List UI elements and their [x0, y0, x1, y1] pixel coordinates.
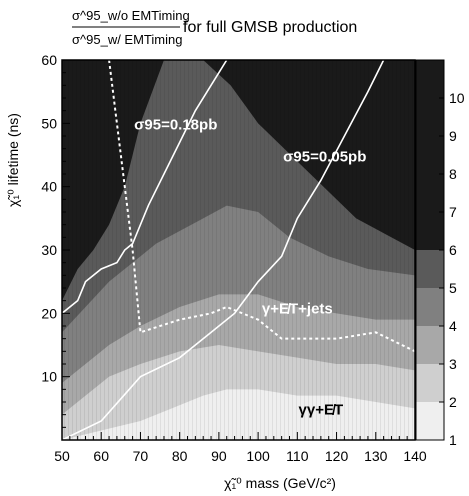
colorbar-tick-label: 3 — [449, 356, 457, 372]
y-axis: 10 20 30 40 50 60 — [41, 52, 70, 441]
annotation-layer: σ95=0.18pb σ95=0.05pb γ+E̸T+jets γγ+E̸T — [134, 117, 366, 419]
y-tick-label: 20 — [41, 305, 57, 321]
x-tick-label: 80 — [172, 448, 188, 464]
series-line-0 — [62, 60, 228, 314]
annotation-2: γ+E̸T+jets — [262, 300, 333, 317]
title-suffix: for full GMSB production — [183, 19, 357, 36]
heatmap-plot-area: σ95=0.18pb σ95=0.05pb γ+E̸T+jets γγ+E̸T — [62, 60, 415, 440]
annotation-0: σ95=0.18pb — [134, 117, 217, 134]
colorbar-tick-label: 2 — [449, 394, 457, 410]
x-tick-label: 100 — [246, 448, 270, 464]
colorbar-band-2 — [416, 326, 444, 364]
colorbar-band-3 — [416, 288, 444, 326]
x-tick-label: 130 — [364, 448, 388, 464]
x-tick-label: 120 — [325, 448, 349, 464]
colorbar-tick-label: 6 — [449, 242, 457, 258]
colorbar-band-4 — [416, 250, 444, 288]
colorbar-tick-label: 10 — [449, 90, 465, 106]
colorbar-tick-label: 1 — [449, 432, 457, 448]
colorbar-band-5 — [416, 60, 444, 250]
y-tick-label: 30 — [41, 242, 57, 258]
colorbar: 1 2 3 4 5 6 7 8 9 10 — [415, 59, 465, 448]
x-axis-label: χ̃₁⁰ mass (GeV/c²) — [224, 475, 336, 491]
colorbar-band-0 — [416, 402, 444, 440]
series-layer — [62, 60, 415, 440]
colorbar-tick-label: 9 — [449, 128, 457, 144]
y-tick-label: 40 — [41, 179, 57, 195]
title-denominator: σ^95_w/ EMTiming — [72, 32, 182, 47]
x-tick-label: 140 — [403, 448, 427, 464]
colorbar-tick-label: 4 — [449, 318, 457, 334]
series-line-2 — [108, 60, 415, 353]
series-line-1 — [62, 60, 385, 440]
annotation-1: σ95=0.05pb — [283, 148, 366, 165]
y-axis-label: χ̃₁⁰ lifetime (ns) — [5, 113, 21, 207]
y-tick-label: 50 — [41, 115, 57, 131]
x-tick-label: 110 — [286, 448, 309, 464]
chart-title: σ^95_w/o EMTiming σ^95_w/ EMTiming for f… — [72, 8, 357, 47]
x-tick-label: 50 — [54, 448, 70, 464]
plot-texture — [62, 60, 415, 440]
x-tick-label: 90 — [211, 448, 227, 464]
x-tick-label: 60 — [93, 448, 109, 464]
colorbar-band-1 — [416, 364, 444, 402]
colorbar-tick-label: 5 — [449, 280, 457, 296]
x-tick-label: 70 — [133, 448, 149, 464]
title-numerator: σ^95_w/o EMTiming — [72, 8, 190, 23]
x-axis: 50 60 70 80 90 100 110 120 130 140 — [54, 432, 427, 464]
y-tick-label: 60 — [41, 52, 57, 68]
colorbar-tick-label: 8 — [449, 166, 457, 182]
y-tick-label: 10 — [41, 369, 57, 385]
colorbar-tick-label: 7 — [449, 204, 457, 220]
annotation-3: γγ+E̸T — [299, 402, 344, 419]
